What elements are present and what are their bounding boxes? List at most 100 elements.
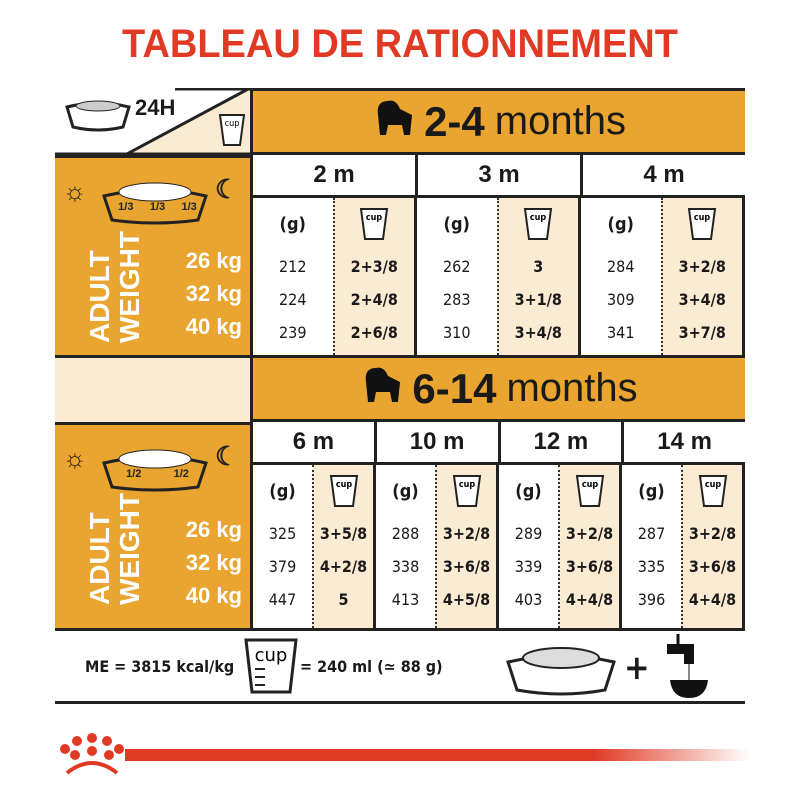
grams-value: 335 — [637, 557, 666, 576]
age-group-header: 6-14 months — [250, 355, 745, 422]
adult-label: ADULT — [84, 250, 115, 343]
grams-value: 309 — [607, 290, 635, 309]
age-unit: months — [506, 366, 638, 410]
svg-text:cup: cup — [225, 119, 240, 129]
cup-equivalence: = 240 ml (≃ 88 g) — [300, 657, 443, 676]
weight-value: 40 kg — [185, 583, 242, 608]
grams-value: 262 — [443, 257, 471, 276]
cups-value: 3+6/8 — [442, 557, 491, 576]
cups-value: 3+5/8 — [319, 524, 368, 543]
cup-icon: cup — [329, 465, 359, 517]
cups-value: 2+6/8 — [350, 323, 398, 342]
svg-text:cup: cup — [530, 213, 547, 223]
grams-column: (g) 212 224 239 — [253, 198, 333, 395]
cup-icon: cup — [243, 637, 299, 699]
weight-value: 40 kg — [185, 314, 242, 339]
meal-split-bowl-icon — [100, 170, 210, 230]
svg-text:cup: cup — [335, 480, 352, 490]
cups-value: 4+4/8 — [565, 590, 614, 609]
cups-column: cup 3+2/8 3+6/8 4+4/8 — [681, 465, 742, 628]
cups-column: cup 3+5/8 4+2/8 5 — [312, 465, 373, 628]
meal-fraction: 1/2 — [173, 468, 189, 480]
grams-header: (g) — [269, 480, 296, 502]
svg-text:cup: cup — [255, 645, 288, 666]
cups-value: 4+2/8 — [319, 557, 368, 576]
age-unit: months — [494, 99, 626, 143]
cups-value: 4+4/8 — [688, 590, 737, 609]
month-label: 12 m — [497, 422, 622, 462]
plus-sign: + — [624, 648, 650, 688]
grams-column: (g) 325 379 447 — [253, 465, 312, 628]
month-column: (g) 325 379 447 cup 3+5/8 4+2/8 5 — [250, 465, 373, 628]
cups-value: 3+2/8 — [442, 524, 491, 543]
adult-weight-panel: ☼ ☾ 1/2 1/2 ADULT WEIGHT 26 kg 32 kg 40 kg — [55, 422, 250, 628]
grams-value: 447 — [268, 590, 297, 609]
meal-fraction: 1/3 — [181, 201, 197, 213]
grams-value: 239 — [279, 323, 307, 342]
cups-value: 5 — [338, 590, 349, 609]
cups-value: 3 — [533, 257, 544, 276]
energy-label: ME = 3815 kcal/kg — [85, 657, 235, 676]
svg-text:cup: cup — [694, 213, 711, 223]
svg-text:cup: cup — [581, 480, 598, 490]
sun-icon: ☼ — [63, 176, 87, 206]
meal-fraction: 1/2 — [126, 468, 142, 480]
svg-text:cup: cup — [366, 213, 383, 223]
diagonal-header — [55, 86, 253, 157]
grams-column: (g) 288 338 413 — [376, 465, 435, 628]
weights-list: 26 kg 32 kg 40 kg — [162, 517, 242, 616]
spacer-cell — [55, 355, 250, 422]
brand-stripe — [125, 749, 750, 761]
adult-weight-panel: ☼ ☾ 1/3 1/3 1/3 ADULT WEIGHT 26 kg 32 kg 40 k… — [55, 155, 250, 355]
cup-icon: cup — [523, 198, 553, 250]
meal-split-bowl-icon — [100, 437, 210, 497]
grams-value: 287 — [637, 524, 666, 543]
month-label: 4 m — [580, 155, 745, 195]
weight-value: 32 kg — [185, 550, 242, 575]
weight-label: WEIGHT — [114, 231, 145, 343]
cups-value: 3+6/8 — [565, 557, 614, 576]
cups-value: 3+6/8 — [688, 557, 737, 576]
month-label: 6 m — [250, 422, 374, 462]
grams-header: (g) — [515, 480, 542, 502]
month-label: 2 m — [250, 155, 415, 195]
royal-canin-crown-logo — [55, 733, 130, 782]
sun-icon: ☼ — [63, 443, 87, 473]
grams-value: 310 — [443, 323, 471, 342]
grams-header: (g) — [443, 213, 470, 235]
cups-column: cup 3+2/8 3+6/8 4+4/8 — [558, 465, 619, 628]
dog-silhouette-icon — [372, 95, 414, 149]
grams-value: 396 — [637, 590, 666, 609]
month-label: 14 m — [621, 422, 745, 462]
grams-column: (g) 284 309 341 — [581, 198, 661, 395]
weights-list: 26 kg 32 kg 40 kg — [162, 248, 242, 347]
cup-icon: cup — [687, 198, 717, 250]
cups-value: 4+5/8 — [442, 590, 491, 609]
grams-value: 379 — [268, 557, 297, 576]
grams-value: 341 — [607, 323, 635, 342]
cup-icon: cup — [359, 198, 389, 250]
grams-value: 403 — [514, 590, 543, 609]
cups-column: cup 3+2/8 3+6/8 4+5/8 — [435, 465, 496, 628]
cup-icon: cup — [575, 465, 605, 517]
water-tap-icon — [662, 632, 712, 706]
cups-value: 3+1/8 — [514, 290, 562, 309]
grams-value: 224 — [279, 290, 307, 309]
grams-header: (g) — [279, 213, 306, 235]
grams-column: (g) 287 335 396 — [622, 465, 681, 628]
meal-fraction: 1/3 — [118, 201, 134, 213]
meal-fractions: 1/3 1/3 1/3 — [110, 201, 205, 213]
grams-value: 212 — [279, 257, 307, 276]
adult-weight-label: ADULT WEIGHT — [84, 231, 145, 343]
month-column: (g) 289 339 403 cup 3+2/8 3+6/8 4+4/8 — [496, 465, 619, 628]
grams-column: (g) 262 283 310 — [417, 198, 497, 395]
grams-value: 338 — [391, 557, 420, 576]
duration-label: 24H — [135, 95, 176, 120]
month-column: (g) 287 335 396 cup 3+2/8 3+6/8 4+4/8 — [619, 465, 742, 628]
month-label: 10 m — [373, 422, 498, 462]
cup-icon: cup — [452, 465, 482, 517]
food-bowl-icon — [505, 640, 617, 700]
moon-icon: ☾ — [215, 441, 239, 471]
grams-value: 283 — [443, 290, 471, 309]
